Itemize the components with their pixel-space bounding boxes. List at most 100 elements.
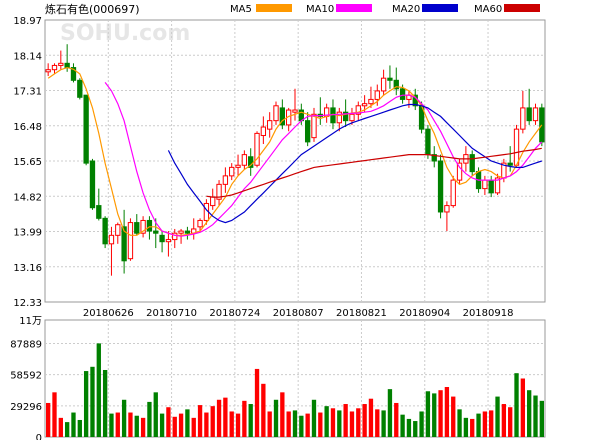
- price-tick-label: 14.82: [13, 192, 42, 203]
- date-tick-label: 20180710: [146, 308, 197, 319]
- candle-body: [197, 219, 203, 228]
- candle-body: [507, 162, 513, 166]
- candle-body: [469, 154, 475, 173]
- candle-body: [387, 77, 393, 81]
- volume-bar: [172, 416, 177, 437]
- candle-body: [494, 177, 501, 194]
- legend-swatch-ma5: [256, 4, 292, 12]
- candle-body: [267, 120, 273, 130]
- volume-bar: [52, 392, 57, 437]
- price-tick-label: 16.48: [13, 122, 42, 133]
- volume-bar: [121, 399, 127, 437]
- volume-bar: [482, 411, 488, 437]
- volume-unit-label: 11万: [19, 316, 42, 327]
- volume-bar: [495, 396, 500, 437]
- volume-bar: [463, 417, 469, 437]
- ma-line-ma60: [206, 147, 542, 198]
- candle-body: [102, 217, 108, 245]
- candle-body: [292, 109, 298, 113]
- candle-body: [241, 154, 248, 166]
- candle-body: [229, 166, 235, 177]
- volume-bar: [292, 410, 298, 437]
- candle-body: [210, 196, 216, 207]
- volume-bar: [305, 413, 310, 437]
- candle-body: [140, 219, 146, 234]
- volume-bar: [71, 412, 76, 437]
- price-tick-label: 13.99: [13, 228, 42, 239]
- volume-panel: 11万 87889 58592 29296 0: [10, 316, 546, 444]
- candle-body: [532, 107, 539, 122]
- candle-body: [51, 64, 58, 71]
- volume-bar: [159, 413, 165, 437]
- volume-bar: [223, 397, 228, 437]
- volume-bar: [362, 404, 367, 437]
- candle-body: [431, 154, 437, 162]
- volume-bar: [204, 412, 209, 437]
- volume-bar: [425, 391, 431, 437]
- ma-line-ma5: [47, 66, 543, 236]
- volume-bar: [489, 410, 494, 437]
- date-tick-label: 20180918: [463, 308, 514, 319]
- volume-tick-label: 0: [36, 433, 42, 440]
- volume-bar: [444, 387, 450, 437]
- volume-bar: [501, 404, 507, 437]
- volume-bar: [356, 408, 361, 437]
- legend-swatch-ma60: [504, 4, 540, 12]
- legend-swatch-ma20: [422, 4, 458, 12]
- price-tick-label: 18.97: [13, 16, 42, 27]
- volume-bar: [387, 389, 393, 437]
- price-tick-label: 15.65: [13, 157, 42, 168]
- volume-bar: [527, 390, 532, 437]
- candle-body: [178, 230, 184, 234]
- candle-body: [77, 79, 83, 98]
- volume-bar: [134, 415, 139, 437]
- date-tick-label: 20180724: [209, 308, 260, 319]
- volume-bar: [324, 406, 329, 437]
- candle-body: [121, 226, 127, 262]
- candle-body: [248, 156, 254, 168]
- candle-body: [355, 105, 361, 115]
- volume-bar: [248, 404, 253, 437]
- candle-body: [437, 160, 444, 213]
- volume-bar: [83, 371, 89, 437]
- volume-bar: [77, 419, 82, 437]
- price-tick-label: 17.31: [13, 87, 42, 98]
- volume-tick-label: 29296: [10, 402, 42, 413]
- candle-body: [216, 183, 222, 200]
- candle-body: [399, 88, 406, 100]
- volume-bar: [140, 417, 146, 437]
- legend-label-ma5: MA5: [230, 4, 252, 15]
- candle-body: [127, 222, 134, 260]
- volume-bar: [520, 378, 526, 437]
- volume-bar: [46, 402, 51, 437]
- candle-body: [488, 179, 494, 194]
- volume-bar: [330, 408, 336, 437]
- volume-bar: [254, 368, 260, 437]
- volume-bar: [102, 369, 108, 437]
- volume-bar: [343, 404, 348, 437]
- candle-body: [444, 205, 450, 213]
- ma-line-ma20: [167, 103, 542, 224]
- candle-body: [108, 234, 115, 245]
- ma-legend: MA5 MA10 MA20 MA60: [230, 4, 540, 15]
- candle-body: [273, 105, 279, 122]
- date-tick-label: 20180821: [336, 308, 387, 319]
- candle-body: [513, 128, 520, 166]
- candle-body: [89, 160, 96, 209]
- volume-bar: [153, 392, 158, 437]
- volume-bar: [242, 400, 247, 437]
- volume-bar: [400, 414, 405, 437]
- volume-bar: [128, 412, 133, 437]
- volume-bar: [438, 390, 443, 437]
- candle-body: [539, 107, 545, 143]
- volume-bar: [280, 392, 285, 437]
- date-tick-label: 20180904: [399, 308, 450, 319]
- volume-bar: [210, 406, 215, 437]
- candle-body: [311, 113, 317, 139]
- candle-body: [83, 94, 89, 164]
- price-tick-label: 12.33: [13, 298, 42, 309]
- volume-bar: [311, 399, 317, 437]
- price-tick-label: 13.16: [13, 263, 42, 274]
